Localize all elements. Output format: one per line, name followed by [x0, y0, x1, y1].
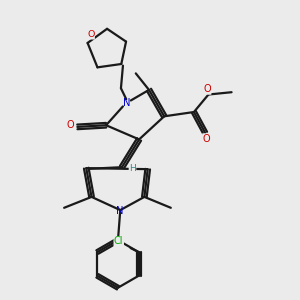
Text: O: O [203, 134, 210, 144]
Text: Cl: Cl [114, 236, 124, 247]
Text: O: O [67, 120, 75, 130]
Text: N: N [123, 98, 130, 108]
Text: O: O [87, 30, 94, 39]
Text: N: N [116, 206, 123, 216]
Text: H: H [129, 164, 136, 173]
Text: O: O [203, 84, 211, 94]
